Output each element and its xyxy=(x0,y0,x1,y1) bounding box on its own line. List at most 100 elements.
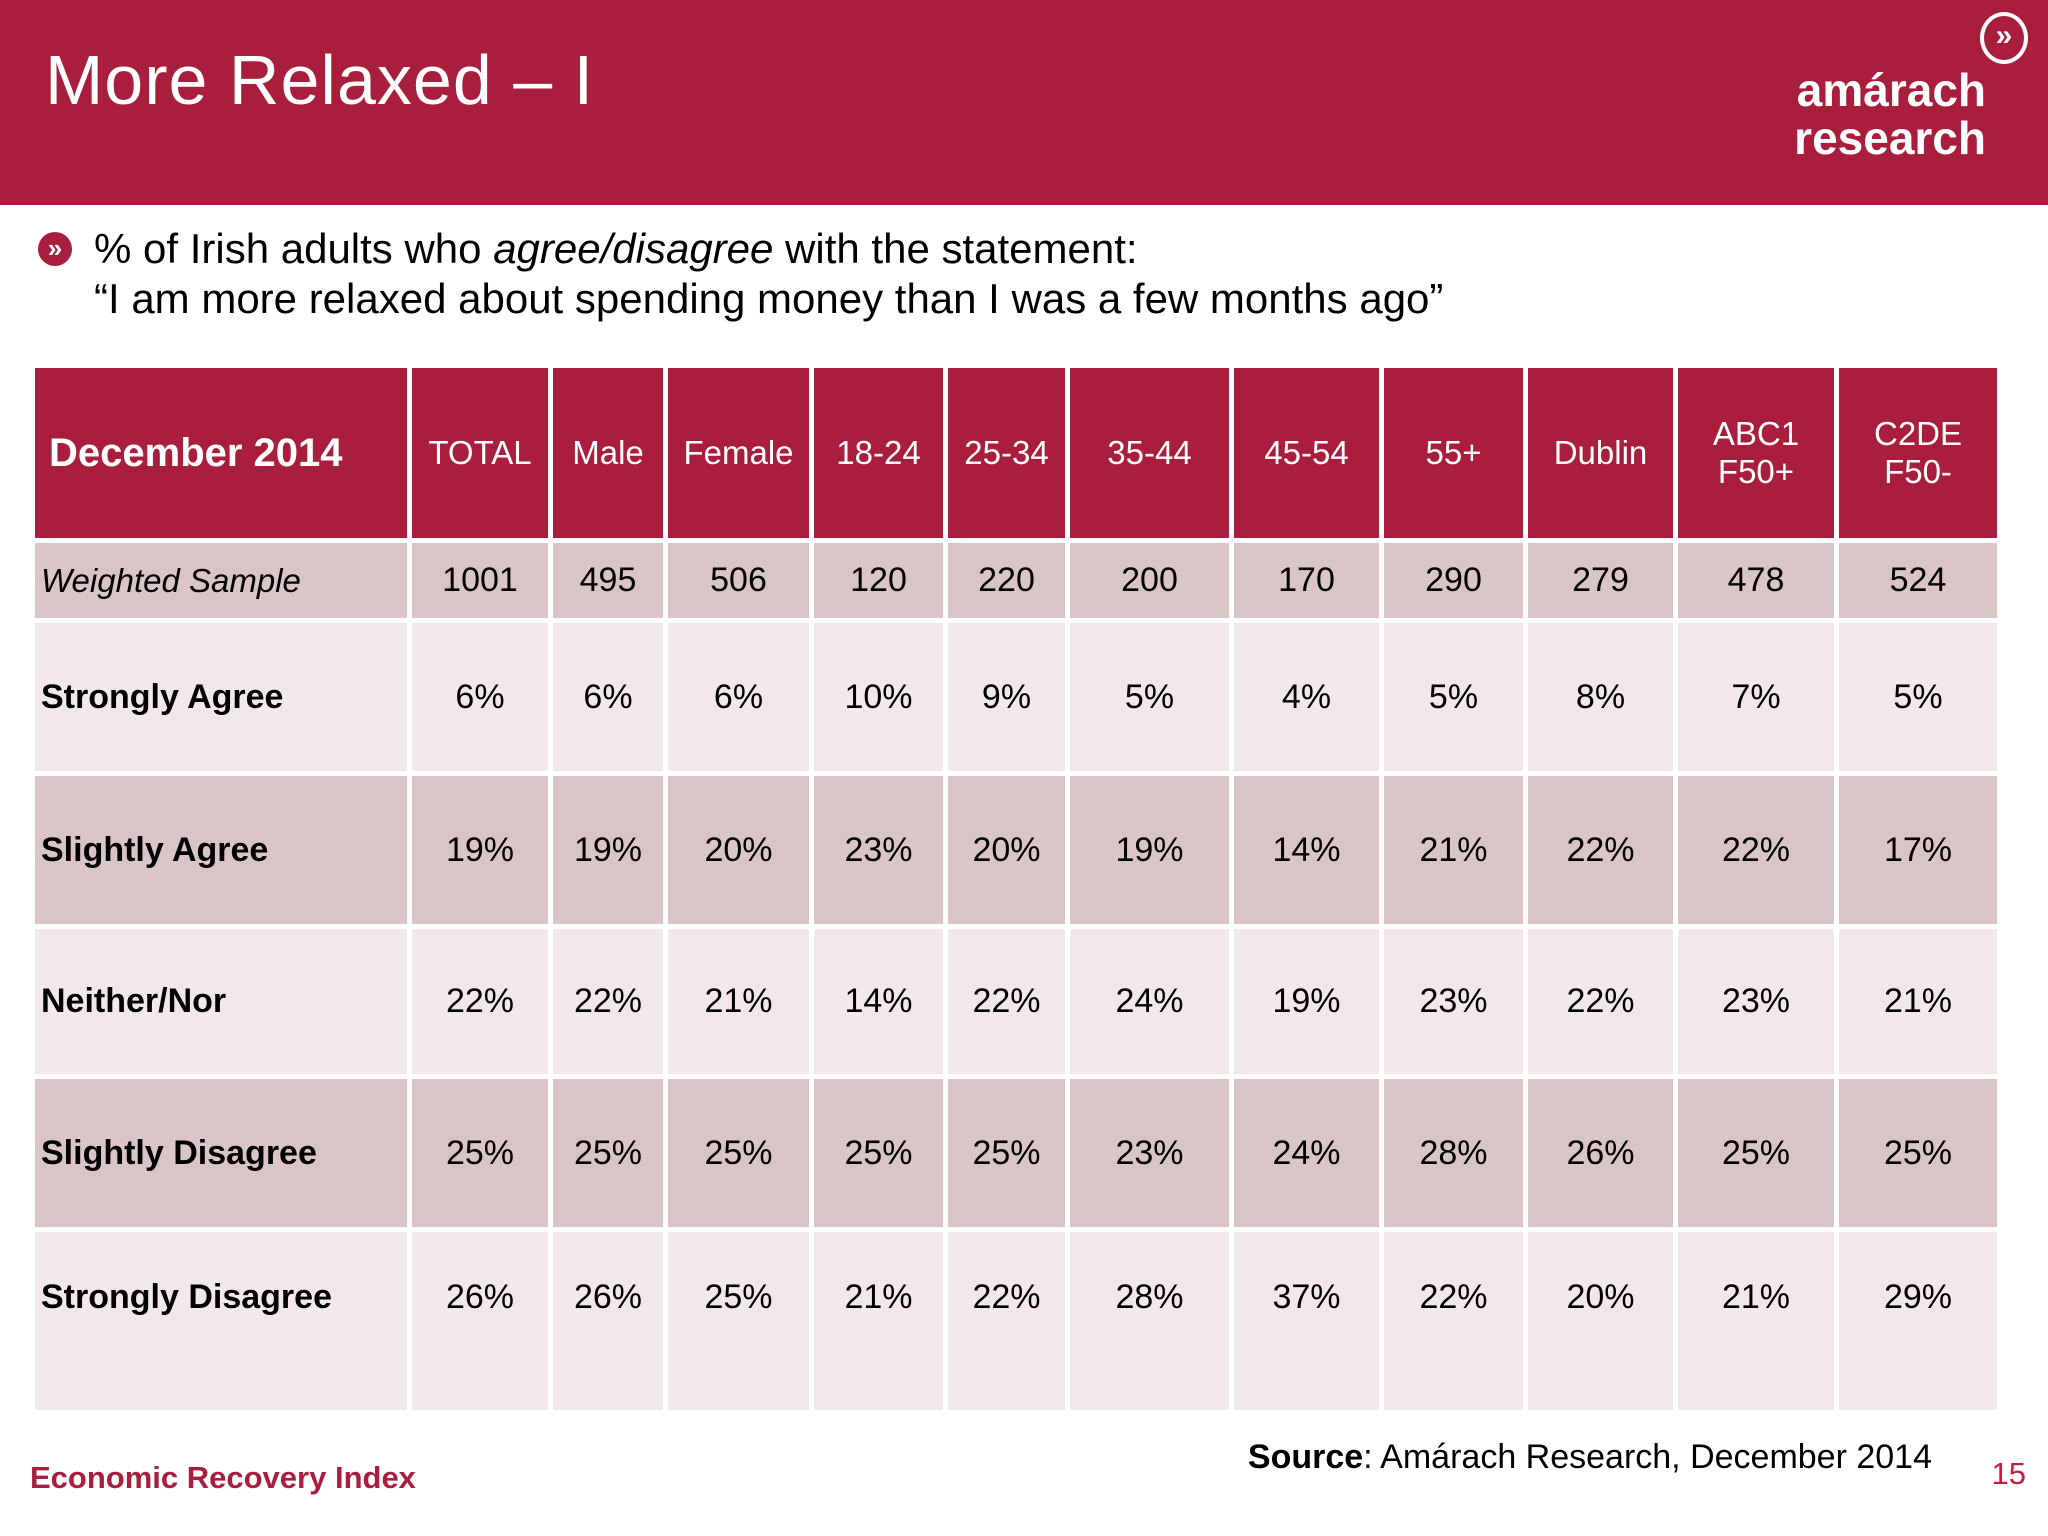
table-cell: 8% xyxy=(1528,623,1673,771)
table-cell: 7% xyxy=(1678,623,1834,771)
intro-line-1-italic: agree/disagree xyxy=(493,225,774,272)
table-cell: 23% xyxy=(1384,929,1523,1074)
table-cell: 9% xyxy=(948,623,1065,771)
column-header: C2DE F50- xyxy=(1839,368,1997,538)
column-header: Female xyxy=(668,368,809,538)
column-header: Dublin xyxy=(1528,368,1673,538)
table-cell: 25% xyxy=(814,1079,943,1227)
table-cell: 26% xyxy=(1528,1079,1673,1227)
intro-line-1: % of Irish adults who agree/disagree wit… xyxy=(94,224,1736,274)
column-header: 55+ xyxy=(1384,368,1523,538)
row-label: Neither/Nor xyxy=(35,929,407,1074)
intro-line-1-prefix: % of Irish adults who xyxy=(94,225,494,272)
table-cell: 495 xyxy=(553,543,663,618)
source-text: : Amárach Research, December 2014 xyxy=(1363,1438,1932,1476)
table-cell: 22% xyxy=(948,1232,1065,1410)
table-cell: 5% xyxy=(1839,623,1997,771)
row-label: Strongly Disagree xyxy=(35,1232,407,1410)
table-cell: 220 xyxy=(948,543,1065,618)
column-header: Male xyxy=(553,368,663,538)
table-cell: 6% xyxy=(553,623,663,771)
table-cell: 23% xyxy=(1678,929,1834,1074)
table-cell: 21% xyxy=(814,1232,943,1410)
table-cell: 19% xyxy=(412,776,548,924)
intro-line-1-suffix: with the statement: xyxy=(773,225,1138,272)
bullet-chevron-icon: » xyxy=(38,232,72,266)
column-header: TOTAL xyxy=(412,368,548,538)
table-cell: 21% xyxy=(1678,1232,1834,1410)
table-cell: 21% xyxy=(1384,776,1523,924)
table-cell: 290 xyxy=(1384,543,1523,618)
table-cell: 25% xyxy=(668,1232,809,1410)
header-banner: More Relaxed – I amárach research » xyxy=(0,0,2048,205)
table-cell: 478 xyxy=(1678,543,1834,618)
column-header: 25-34 xyxy=(948,368,1065,538)
table-cell: 21% xyxy=(1839,929,1997,1074)
table-cell: 20% xyxy=(1528,1232,1673,1410)
table-cell: 24% xyxy=(1070,929,1229,1074)
table-cell: 23% xyxy=(1070,1079,1229,1227)
table-cell: 22% xyxy=(1384,1232,1523,1410)
table-cell: 14% xyxy=(1234,776,1379,924)
table-cell: 21% xyxy=(668,929,809,1074)
table-cell: 524 xyxy=(1839,543,1997,618)
table-cell: 28% xyxy=(1070,1232,1229,1410)
table-cell: 17% xyxy=(1839,776,1997,924)
table-cell: 279 xyxy=(1528,543,1673,618)
table-cell: 25% xyxy=(668,1079,809,1227)
row-label: Slightly Disagree xyxy=(35,1079,407,1227)
amarach-logo: amárach research xyxy=(1794,66,1986,162)
footer-title: Economic Recovery Index xyxy=(30,1460,416,1495)
intro-block: » % of Irish adults who agree/disagree w… xyxy=(36,224,1736,324)
table-cell: 6% xyxy=(412,623,548,771)
table-cell: 6% xyxy=(668,623,809,771)
table-cell: 28% xyxy=(1384,1079,1523,1227)
table-cell: 29% xyxy=(1839,1232,1997,1410)
table-cell: 200 xyxy=(1070,543,1229,618)
table-cell: 24% xyxy=(1234,1079,1379,1227)
table-cell: 26% xyxy=(412,1232,548,1410)
table-cell: 506 xyxy=(668,543,809,618)
intro-lines: % of Irish adults who agree/disagree wit… xyxy=(94,224,1736,324)
table-cell: 19% xyxy=(1070,776,1229,924)
column-header: 45-54 xyxy=(1234,368,1379,538)
table-cell: 25% xyxy=(1678,1079,1834,1227)
table-cell: 19% xyxy=(1234,929,1379,1074)
table-cell: 23% xyxy=(814,776,943,924)
table-cell: 1001 xyxy=(412,543,548,618)
table-cell: 25% xyxy=(412,1079,548,1227)
table-cell: 10% xyxy=(814,623,943,771)
column-header: 35-44 xyxy=(1070,368,1229,538)
table-cell: 19% xyxy=(553,776,663,924)
table-cell: 22% xyxy=(1528,776,1673,924)
table-cell: 20% xyxy=(668,776,809,924)
table-cell: 5% xyxy=(1070,623,1229,771)
column-header: ABC1 F50+ xyxy=(1678,368,1834,538)
table-cell: 120 xyxy=(814,543,943,618)
table-cell: 22% xyxy=(553,929,663,1074)
row-label: Strongly Agree xyxy=(35,623,407,771)
row-label: Slightly Agree xyxy=(35,776,407,924)
table-cell: 22% xyxy=(948,929,1065,1074)
table-cell: 22% xyxy=(1528,929,1673,1074)
logo-chevron-icon: » xyxy=(1980,12,2028,64)
intro-line-2: “I am more relaxed about spending money … xyxy=(94,275,1444,322)
source-label: Source xyxy=(1247,1438,1364,1476)
source-line: Source: Amárach Research, December 2014 xyxy=(1248,1438,1932,1477)
logo-line-2: research xyxy=(1794,112,1986,164)
table-cell: 25% xyxy=(948,1079,1065,1227)
table-cell: 37% xyxy=(1234,1232,1379,1410)
table-cell: 170 xyxy=(1234,543,1379,618)
table-cell: 14% xyxy=(814,929,943,1074)
table-cell: 26% xyxy=(553,1232,663,1410)
page-number: 15 xyxy=(1991,1456,2026,1491)
slide-title: More Relaxed – I xyxy=(45,41,595,119)
table-corner-label: December 2014 xyxy=(35,368,407,538)
table-cell: 5% xyxy=(1384,623,1523,771)
column-header: 18-24 xyxy=(814,368,943,538)
logo-line-1: amárach xyxy=(1796,64,1986,116)
table-cell: 25% xyxy=(553,1079,663,1227)
table-cell: 22% xyxy=(1678,776,1834,924)
table-cell: 25% xyxy=(1839,1079,1997,1227)
row-label: Weighted Sample xyxy=(35,543,407,618)
